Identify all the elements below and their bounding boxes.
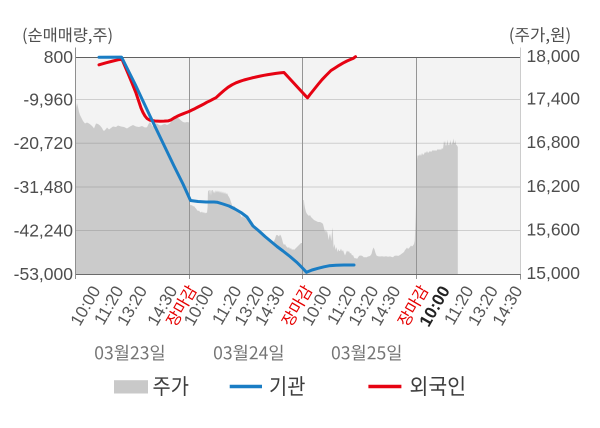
svg-text:16,800: 16,800 (527, 132, 581, 152)
svg-text:15,000: 15,000 (527, 263, 581, 283)
svg-text:-42,240: -42,240 (14, 221, 74, 241)
svg-text:-31,480: -31,480 (14, 177, 74, 197)
svg-text:18,000: 18,000 (527, 46, 581, 66)
svg-text:-53,000: -53,000 (14, 264, 74, 284)
svg-text:15,600: 15,600 (527, 220, 581, 240)
svg-text:14:30: 14:30 (144, 283, 182, 329)
svg-text:16,200: 16,200 (527, 176, 581, 196)
svg-text:17,400: 17,400 (527, 89, 581, 109)
svg-text:10:00: 10:00 (180, 283, 218, 329)
svg-text:-20,720: -20,720 (14, 133, 74, 153)
svg-text:800: 800 (44, 47, 73, 67)
svg-text:-9,960: -9,960 (23, 90, 73, 110)
